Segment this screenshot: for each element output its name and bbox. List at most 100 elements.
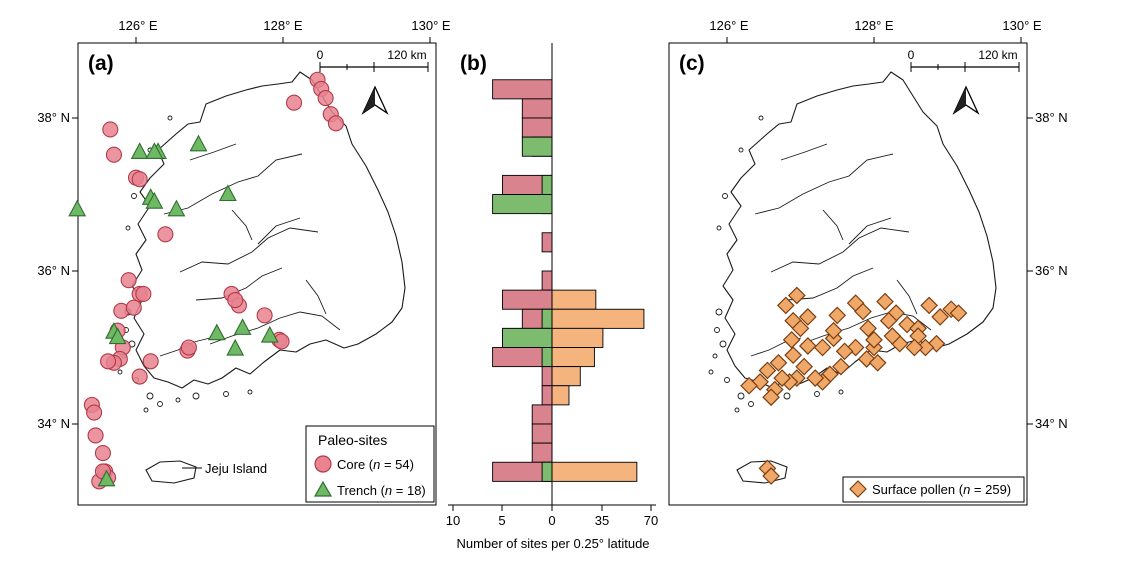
island — [734, 407, 740, 413]
legend-pollen-marker — [849, 480, 867, 498]
scale-bar-zero: 0 — [908, 48, 915, 62]
river — [786, 267, 874, 301]
pollen-site-marker — [740, 376, 758, 395]
y-tick-label: 36° N — [37, 263, 70, 278]
island — [748, 401, 754, 407]
river — [257, 217, 301, 245]
x-tick-label: 70 — [644, 513, 658, 528]
pollen-site-marker — [859, 319, 877, 338]
island — [738, 147, 744, 153]
island — [146, 392, 154, 400]
pollen-bar — [551, 289, 597, 310]
core-bar — [502, 289, 553, 310]
island — [247, 389, 253, 395]
pollen-site-marker — [854, 302, 872, 321]
trench-site-marker — [218, 184, 237, 202]
trench-site-marker — [226, 338, 245, 356]
panel-b-label: (b) — [460, 52, 487, 75]
trench-site-marker — [108, 327, 127, 345]
core-site-marker — [157, 226, 174, 243]
island — [143, 407, 149, 413]
pollen-site-marker — [776, 296, 795, 315]
pollen-bar — [551, 385, 570, 406]
pollen-site-marker — [949, 304, 968, 322]
river — [770, 227, 910, 273]
coastline-jeju — [145, 460, 197, 484]
core-bar — [541, 366, 553, 387]
legend-core-marker — [314, 455, 332, 473]
scale-bar: 0 120 km — [908, 48, 1020, 72]
trench-bar — [521, 136, 553, 157]
trench-site-marker — [145, 142, 164, 159]
legend-pollen-label: Surface pollen (n = 259) — [872, 482, 1011, 497]
trench-site-marker — [145, 191, 164, 209]
x-tick-label: 130° E — [1002, 18, 1042, 33]
trench-site-marker — [97, 469, 116, 487]
pollen-bar — [551, 347, 595, 368]
island — [167, 115, 173, 121]
x-tick-label: 126° E — [709, 18, 749, 33]
pollen-site-marker — [931, 308, 949, 326]
island — [722, 193, 728, 199]
jeju-annotation: Jeju Island — [182, 461, 267, 476]
pollen-site-marker — [905, 338, 924, 357]
scale-bar-end: 120 km — [978, 48, 1017, 62]
scale-bar-zero: 0 — [317, 48, 324, 62]
island — [737, 392, 745, 400]
island — [125, 225, 131, 231]
pollen-site-marker — [879, 311, 898, 330]
island — [192, 392, 200, 400]
river — [896, 279, 918, 315]
pollen-site-marker — [828, 306, 847, 325]
x-tick-label: 128° E — [854, 18, 894, 33]
trench-bar — [502, 327, 553, 348]
trench-bar — [541, 174, 553, 195]
coastline-mainland — [722, 71, 997, 389]
x-axis-label: Number of sites per 0.25° latitude — [456, 536, 649, 551]
y-tick-label: 38° N — [1035, 110, 1068, 125]
legend-title: Paleo-sites — [318, 432, 387, 448]
pollen-site-marker — [773, 369, 791, 387]
trench-site-marker — [167, 199, 186, 217]
histogram-bars — [492, 79, 645, 482]
y-tick-label: 36° N — [1035, 263, 1068, 278]
surface-pollen-points — [740, 286, 968, 485]
trench-site-marker — [260, 325, 279, 343]
scale-bar-end: 120 km — [387, 48, 426, 62]
pollen-site-marker — [876, 292, 894, 311]
pollen-site-marker — [799, 308, 817, 326]
north-arrow-icon — [361, 85, 389, 115]
pollen-site-marker — [799, 337, 817, 355]
trench-site-marker — [68, 199, 87, 217]
x-ticks: 10 5 0 35 70 — [446, 505, 658, 528]
coastline — [117, 71, 406, 484]
paleo-site-points — [68, 71, 344, 490]
pollen-site-marker — [835, 342, 854, 361]
scale-bar: 0 120 km — [317, 48, 429, 72]
island — [758, 115, 764, 121]
trench-bar — [492, 194, 553, 215]
island — [814, 391, 820, 397]
river — [780, 143, 828, 161]
core-site-marker — [102, 121, 119, 138]
river — [195, 267, 283, 301]
north-arrow-icon — [952, 85, 980, 115]
pollen-bar — [551, 327, 604, 348]
pollen-site-marker — [791, 319, 810, 338]
pollen-site-marker — [762, 388, 780, 407]
trench-site-marker — [207, 323, 226, 341]
river — [305, 279, 327, 315]
core-site-marker — [317, 90, 334, 107]
trench-site-marker — [233, 318, 252, 335]
pollen-site-marker — [824, 321, 843, 340]
island — [708, 369, 714, 375]
core-site-marker — [86, 404, 103, 421]
river — [189, 143, 237, 161]
x-tick-label: 126° E — [118, 18, 158, 33]
island — [715, 308, 723, 316]
coastline-jeju — [736, 460, 788, 484]
core-site-marker — [87, 427, 104, 444]
core-bar — [531, 404, 553, 425]
island — [117, 369, 123, 375]
core-site-marker — [227, 292, 244, 309]
